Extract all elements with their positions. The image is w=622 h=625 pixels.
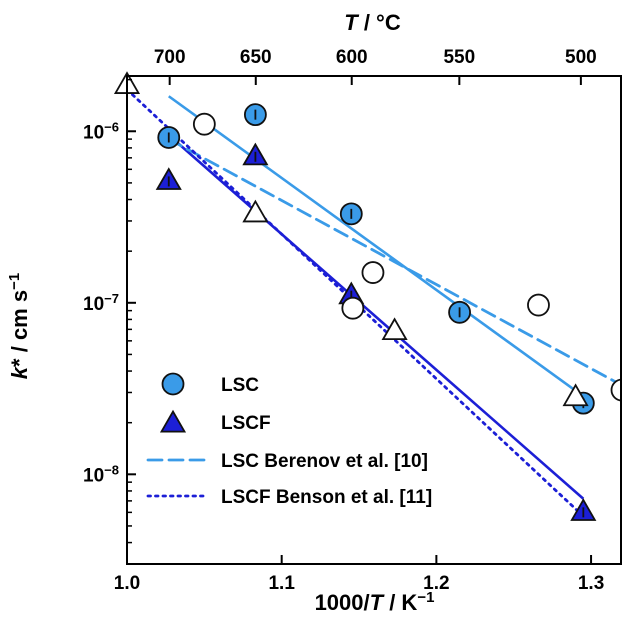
legend-lscf-symbol	[162, 412, 185, 432]
top-tick-label: 600	[336, 47, 368, 68]
legend-label: LSC Berenov et al. [10]	[221, 451, 428, 472]
y-tick-label: 10−7	[83, 290, 119, 315]
top-tick-label: 550	[443, 47, 475, 68]
top-axis-title: T / °C	[344, 10, 401, 35]
lsc-literature-point	[362, 262, 383, 283]
y-tick-label: 10−8	[83, 462, 119, 487]
lsc-literature-point	[342, 298, 363, 319]
lsc-literature-point	[528, 295, 549, 316]
fit-line-0	[169, 96, 584, 396]
legend-lsc-symbol	[163, 374, 184, 395]
fit-line-1	[169, 135, 584, 499]
lsc-literature-point	[194, 114, 215, 135]
x-tick-label: 1.1	[268, 573, 295, 594]
legend: LSC LSCF LSC Berenov et al. [10] LSCF Benso…	[148, 374, 432, 509]
lsc-literature-line	[169, 139, 622, 385]
top-tick-label: 500	[565, 47, 597, 68]
top-tick-label: 650	[240, 47, 272, 68]
legend-label: LSC	[221, 375, 259, 396]
legend-label: LSCF Benson et al. [11]	[221, 487, 432, 508]
y-axis-title: k* / cm s−1	[6, 273, 33, 379]
x-tick-label: 1.3	[578, 573, 604, 594]
top-tick-label: 700	[154, 47, 186, 68]
x-axis-title: 1000/T / K−1	[315, 589, 435, 616]
lscf-literature-point	[383, 319, 406, 339]
legend-label: LSCF	[221, 413, 271, 434]
x-tick-label: 1.0	[114, 573, 140, 594]
y-tick-label: 10−6	[83, 119, 119, 144]
